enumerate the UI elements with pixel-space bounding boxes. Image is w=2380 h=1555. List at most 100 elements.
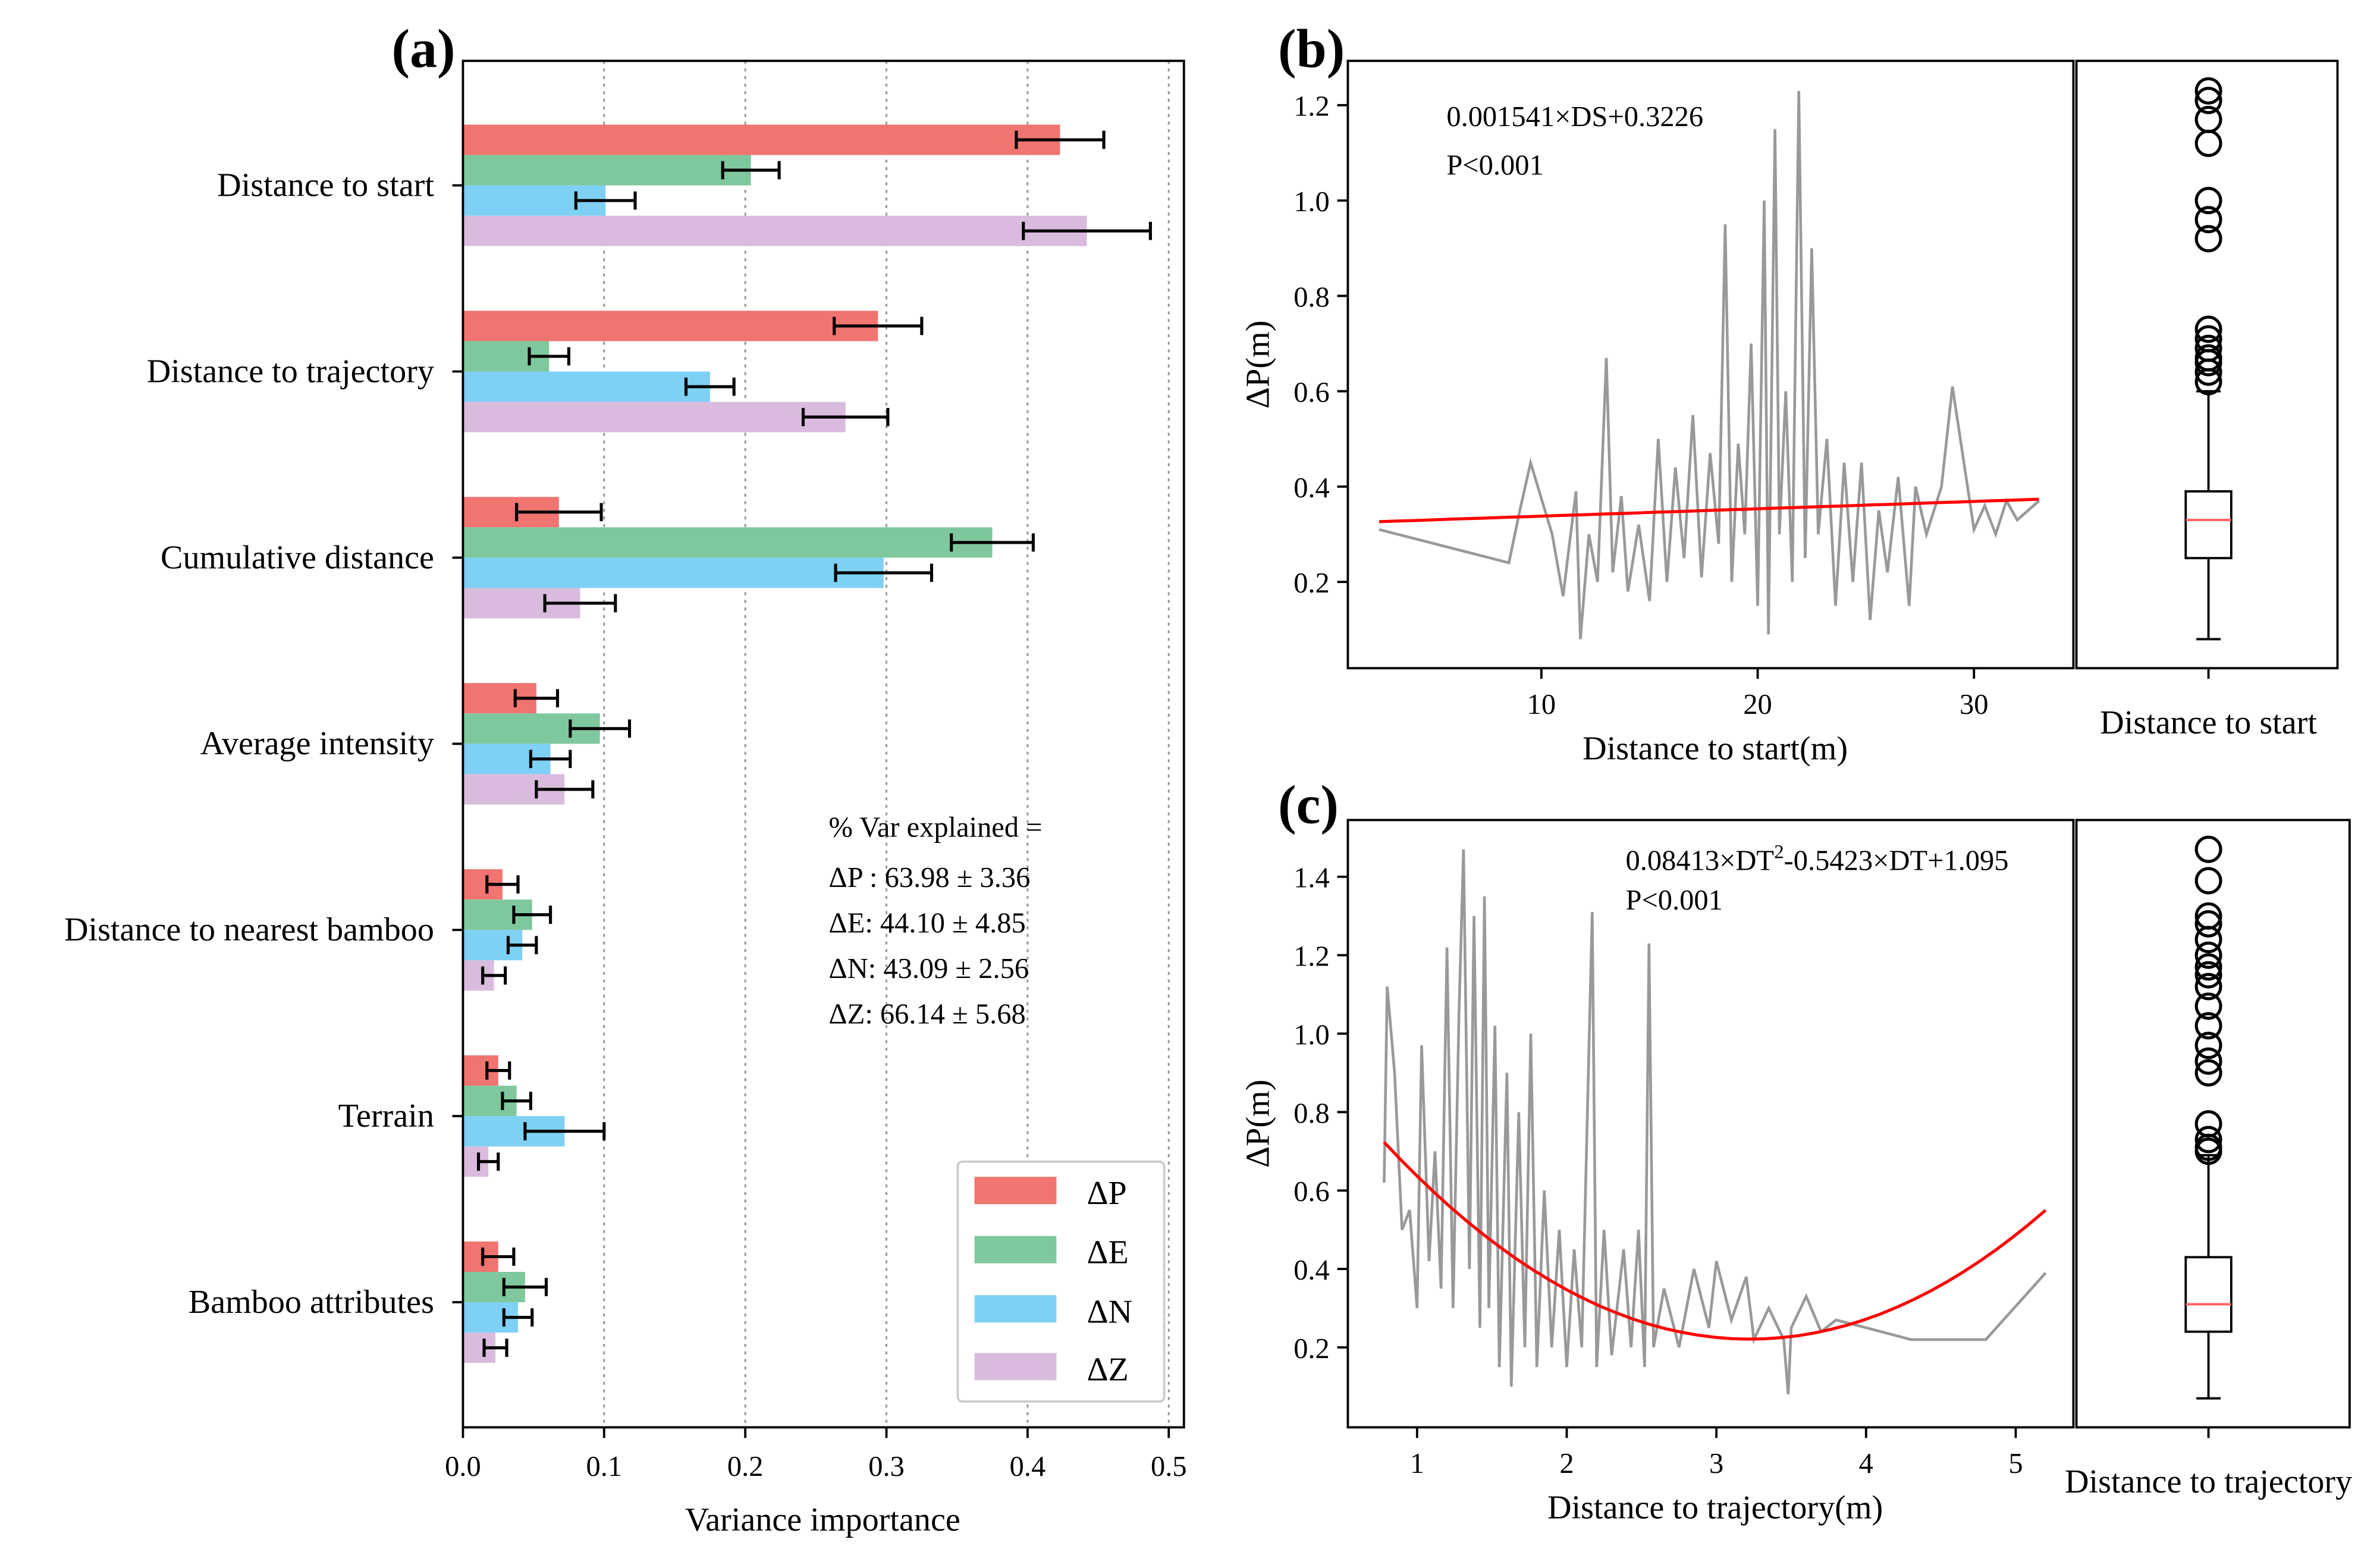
x-tick-label: 4 (1859, 1448, 1873, 1479)
y-tick-label: 0.6 (1293, 377, 1330, 409)
bar-dZ (463, 402, 846, 432)
panel-c-axes-frame (1346, 819, 2075, 1429)
box-iqr (2184, 1256, 2233, 1333)
panel-c: (c) 1 2 3 4 5 0.2 0.4 0.6 0.8 1.0 1.2 1.4 0.08413×D… (1240, 775, 2352, 1526)
x-tick-label: 0.5 (1151, 1451, 1187, 1482)
panel-b-xlabel: Distance to start(m) (1583, 730, 1848, 767)
panel-c-ylabel: ΔP(m) (1240, 1080, 1277, 1168)
legend-label: ΔE (1087, 1234, 1128, 1271)
category-label: Distance to start (217, 167, 434, 203)
category-label: Distance to trajectory (147, 353, 434, 390)
legend-swatch (974, 1353, 1057, 1381)
y-tick-label: 0.2 (1293, 1333, 1330, 1365)
outlier-point (2194, 1047, 2222, 1075)
var-explained-line: ΔN: 43.09 ± 2.56 (829, 953, 1029, 985)
x-tick-label: 30 (1960, 689, 1988, 720)
bar-dN (463, 557, 884, 588)
outlier-point (2194, 368, 2222, 396)
outlier-point (2194, 910, 2222, 938)
var-explained-line: ΔP : 63.98 ± 3.36 (829, 862, 1031, 894)
outlier-point (2194, 187, 2222, 215)
bar-dE (463, 155, 751, 186)
y-tick-label: 0.8 (1293, 281, 1330, 313)
category-label: Distance to nearest bamboo (64, 911, 434, 948)
var-explained-line: ΔZ: 66.14 ± 5.68 (829, 998, 1026, 1030)
outlier-point (2194, 105, 2222, 133)
y-tick-label: 0.8 (1293, 1098, 1330, 1129)
category-label: Bamboo attributes (189, 1284, 434, 1321)
legend-swatch (974, 1177, 1057, 1205)
raw-data-line (1383, 849, 2047, 1395)
outlier-point (2194, 1012, 2222, 1040)
bar-dE (463, 527, 993, 558)
box-iqr (2184, 490, 2233, 560)
panel-c-xlabel: Distance to trajectory(m) (1547, 1490, 1883, 1526)
outlier-point (2194, 953, 2222, 981)
y-tick-label: 1.2 (1293, 91, 1330, 123)
panel-b: (b) 10 20 30 0.2 0.4 0.6 0.8 1.0 1.2 0.001541×DS… (1240, 18, 2339, 767)
x-tick-label: 0.2 (727, 1451, 764, 1482)
outlier-point (2194, 129, 2222, 157)
panel-b-box-frame (2075, 59, 2339, 670)
outlier-point (2194, 86, 2222, 114)
outlier-point (2194, 867, 2222, 895)
panel-c-label: (c) (1278, 775, 1339, 835)
category-label: Cumulative distance (161, 539, 434, 576)
category-label: Average intensity (200, 725, 434, 762)
y-tick-label: 1.4 (1293, 863, 1330, 894)
x-tick-label: 2 (1559, 1448, 1574, 1479)
panel-c-pvalue: P<0.001 (1626, 885, 1723, 916)
x-tick-label: 20 (1743, 689, 1772, 720)
outlier-point (2194, 349, 2222, 377)
x-tick-label: 3 (1709, 1448, 1723, 1479)
outlier-point (2194, 77, 2222, 105)
y-tick-label: 0.6 (1293, 1176, 1330, 1208)
panel-b-box-label: Distance to start (2100, 704, 2317, 741)
panel-b-label: (b) (1278, 18, 1345, 79)
panel-b-pvalue: P<0.001 (1446, 150, 1543, 181)
outlier-point (2194, 1126, 2222, 1153)
outlier-point (2194, 1032, 2222, 1059)
legend-label: ΔP (1087, 1175, 1126, 1212)
legend-swatch (974, 1236, 1057, 1264)
outlier-point (2194, 941, 2222, 969)
legend-label: ΔN (1087, 1293, 1132, 1330)
category-label: Terrain (338, 1098, 434, 1134)
outlier-point (2194, 835, 2222, 863)
panel-a-label: (a) (391, 18, 455, 79)
fit-line (1379, 497, 2039, 523)
x-tick-label: 0.1 (586, 1451, 623, 1482)
x-tick-label: 0.4 (1010, 1451, 1046, 1482)
y-tick-label: 0.4 (1293, 472, 1330, 504)
panel-a-xlabel: Variance importance (685, 1501, 960, 1538)
panel-c-box-frame (2075, 819, 2351, 1429)
bar-dN (463, 371, 710, 402)
fit-line (1383, 1141, 2047, 1341)
outlier-point (2194, 961, 2222, 989)
outlier-point (2194, 358, 2222, 386)
y-tick-label: 0.2 (1293, 568, 1330, 599)
outlier-point (2194, 973, 2222, 1001)
outlier-point (2194, 1059, 2222, 1087)
outlier-point (2194, 206, 2222, 234)
outlier-point (2194, 992, 2222, 1020)
raw-data-line (1379, 90, 2040, 639)
bar-dP (463, 124, 1060, 155)
x-tick-label: 0.3 (868, 1451, 905, 1482)
x-tick-label: 5 (2008, 1448, 2023, 1479)
panel-b-equation: 0.001541×DS+0.3226 (1446, 101, 1703, 133)
var-explained-line: ΔE: 44.10 ± 4.85 (829, 907, 1026, 939)
x-tick-label: 1 (1410, 1448, 1424, 1479)
panel-b-ylabel: ΔP(m) (1240, 321, 1277, 409)
y-tick-label: 0.4 (1293, 1255, 1330, 1286)
panel-c-equation: 0.08413×DT2-0.5423×DT+1.095 (1626, 841, 2009, 876)
legend: ΔP ΔE ΔN ΔZ (956, 1160, 1166, 1403)
panel-a: (a) 0.0 0.1 0.2 0.3 0.4 0.5 Distance to start… (64, 18, 1187, 1538)
outlier-point (2194, 926, 2222, 954)
y-tick-label: 1.0 (1293, 186, 1330, 218)
panel-c-box-label: Distance to trajectory (2065, 1463, 2352, 1500)
outlier-point (2194, 225, 2222, 253)
y-tick-label: 1.0 (1293, 1019, 1330, 1051)
panel-b-axes-frame (1346, 59, 2075, 670)
